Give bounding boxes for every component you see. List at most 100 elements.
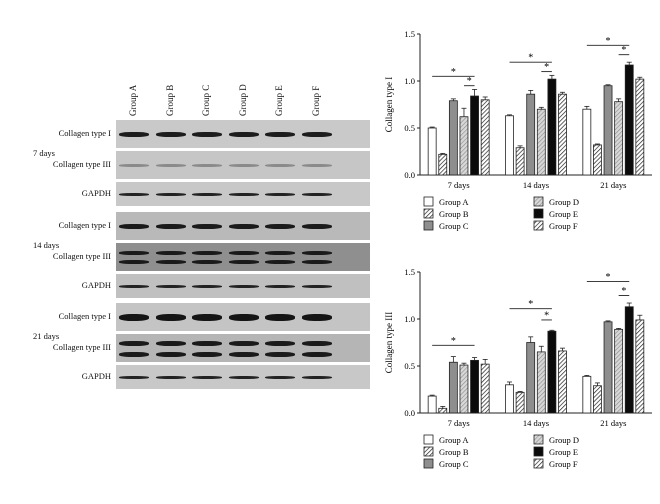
y-tick-label: 0.5 — [404, 361, 415, 371]
blot-band — [265, 251, 295, 255]
blot-band — [119, 351, 149, 357]
blot-band — [192, 260, 222, 264]
blot-strip — [116, 151, 370, 179]
blot-band — [192, 223, 222, 229]
y-tick-label: 1.0 — [404, 314, 415, 324]
x-tick-label: 21 days — [600, 418, 626, 428]
y-tick-label: 1.5 — [404, 267, 415, 277]
legend-swatch — [533, 434, 544, 445]
blot-band — [192, 163, 222, 167]
legend-swatch — [423, 458, 434, 469]
blot-row-label: Collagen type I — [58, 128, 111, 138]
blot-row-label: GAPDH — [81, 188, 111, 198]
blot-band — [265, 131, 295, 137]
legend-swatch — [533, 220, 544, 231]
legend-label: Group F — [549, 221, 578, 231]
blot-band — [155, 284, 186, 288]
significance-star: * — [621, 45, 626, 56]
bar — [558, 350, 567, 414]
blot-band — [155, 351, 186, 357]
lane-header: Group D — [237, 84, 248, 116]
lane-header: Group A — [128, 84, 138, 116]
significance-star: * — [621, 286, 626, 297]
bar — [624, 64, 634, 176]
legend-label: Group E — [549, 447, 578, 457]
legend-swatch — [533, 196, 544, 207]
blot-band — [155, 375, 186, 379]
blot-strip — [116, 120, 370, 148]
blot-band — [228, 131, 259, 137]
blot-band — [265, 340, 295, 346]
bar — [427, 395, 437, 414]
blot-band — [265, 284, 295, 288]
blot-band — [228, 192, 259, 196]
blot-row-label: Collagen type I — [58, 311, 111, 321]
significance-star: * — [544, 310, 549, 321]
y-axis-label: Collagen type III — [384, 312, 394, 373]
blot-band — [192, 313, 222, 321]
lane-header: Group F — [310, 85, 321, 116]
chart-collagen-type-iii: 0.0 0.5 1.0 1.5 Collagen type III 7 days 14 da… — [384, 267, 652, 469]
blot-band — [119, 340, 149, 346]
significance-star: * — [544, 62, 549, 73]
blot-day-label: 7 days — [33, 148, 55, 158]
x-tick-label: 21 days — [600, 180, 626, 190]
blot-band — [301, 163, 332, 167]
blot-band — [228, 375, 259, 379]
bar — [480, 363, 490, 414]
blot-band — [301, 375, 332, 379]
blot-band — [155, 251, 186, 255]
legend-label: Group D — [549, 435, 579, 445]
bar — [593, 144, 602, 176]
bar — [593, 385, 602, 414]
x-tick-label: 14 days — [523, 180, 549, 190]
blot-band — [301, 251, 332, 255]
chart-collagen-type-i: 0.0 0.5 1.0 1.5 Collagen type I 7 days 14 days… — [384, 29, 652, 231]
blot-strip — [116, 182, 370, 206]
bar — [603, 85, 613, 176]
blot-band — [301, 284, 332, 288]
significance-star: * — [451, 336, 456, 347]
legend-label: Group B — [439, 209, 469, 219]
legend-swatch — [423, 434, 434, 445]
bar — [480, 99, 490, 176]
blot-day-label: 14 days — [33, 240, 60, 250]
bar — [614, 328, 624, 414]
legend-label: Group C — [439, 459, 469, 469]
blot-band — [155, 260, 186, 264]
blot-band — [119, 192, 149, 196]
blot-row-label: Collagen type III — [52, 159, 111, 169]
legend-swatch — [423, 208, 434, 219]
blot-band — [301, 223, 332, 229]
blot-band — [192, 351, 222, 357]
blot-band — [119, 284, 149, 288]
y-tick-label: 1.5 — [404, 29, 415, 39]
bar — [635, 78, 645, 176]
blot-strip — [116, 303, 370, 331]
blot-row-label: Collagen type I — [58, 220, 111, 230]
lane-header: Group B — [164, 84, 175, 116]
blot-band — [228, 351, 259, 357]
bar — [459, 364, 469, 414]
y-tick-label: 0.5 — [404, 123, 415, 133]
blot-band — [265, 351, 295, 357]
blot-band — [155, 163, 186, 167]
bar — [624, 306, 634, 414]
bar — [582, 375, 592, 414]
blot-band — [192, 192, 222, 196]
bar — [505, 384, 514, 414]
blot-band — [119, 251, 149, 255]
bar — [448, 361, 458, 414]
legend-swatch — [533, 208, 544, 219]
bar — [558, 93, 567, 176]
bar — [635, 319, 645, 414]
blot-row-label: Collagen type III — [52, 251, 111, 261]
legend-label: Group E — [549, 209, 578, 219]
blot-band — [301, 131, 332, 137]
blot-band — [265, 223, 295, 229]
blot-band — [228, 260, 259, 264]
x-tick-label: 14 days — [523, 418, 549, 428]
y-axis-label: Collagen type I — [384, 77, 394, 133]
blot-band — [228, 251, 259, 255]
